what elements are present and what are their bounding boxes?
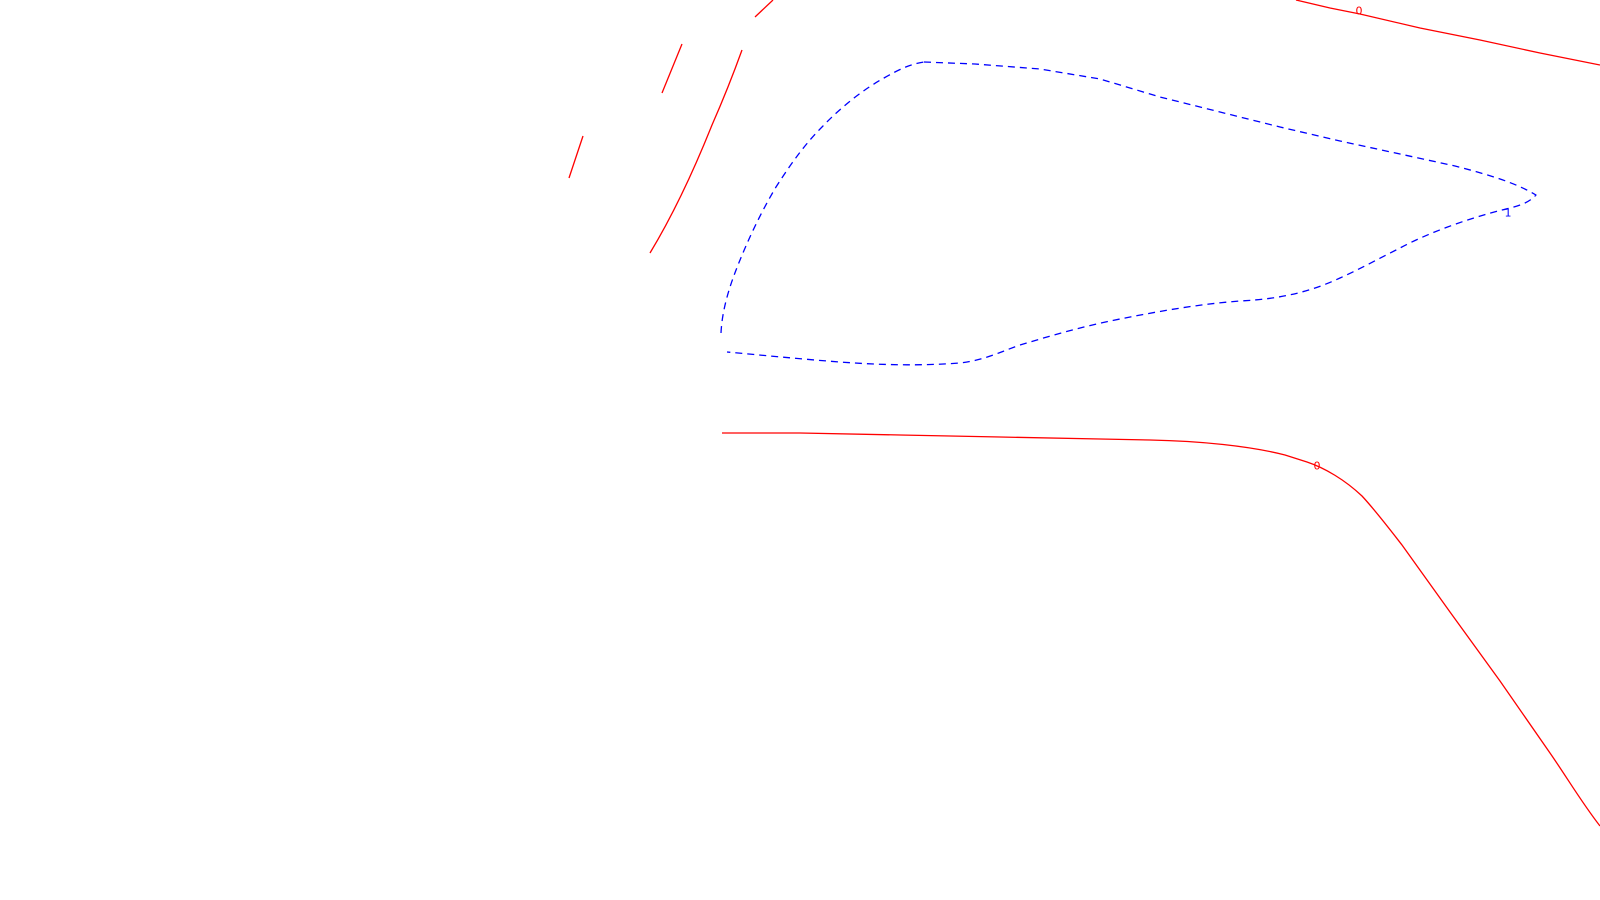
contour-line-zero-upper-right <box>1295 0 1600 66</box>
contour-label-zero-lower: 0 <box>1314 460 1321 473</box>
contour-line-zero-upper-left-b <box>649 49 743 254</box>
contour-line-zero-lower <box>722 432 1600 827</box>
contour-line-zero-upper-left-d <box>568 135 584 179</box>
contour-line-zero-upper-left-c <box>661 43 683 94</box>
contour-label-one-closed-loop: 1 <box>1505 207 1512 220</box>
contour-label-zero-upper-right: 0 <box>1356 5 1363 18</box>
contour-line-zero-upper-left-a <box>754 0 774 18</box>
contour-line-one-closed-loop <box>720 61 1537 366</box>
